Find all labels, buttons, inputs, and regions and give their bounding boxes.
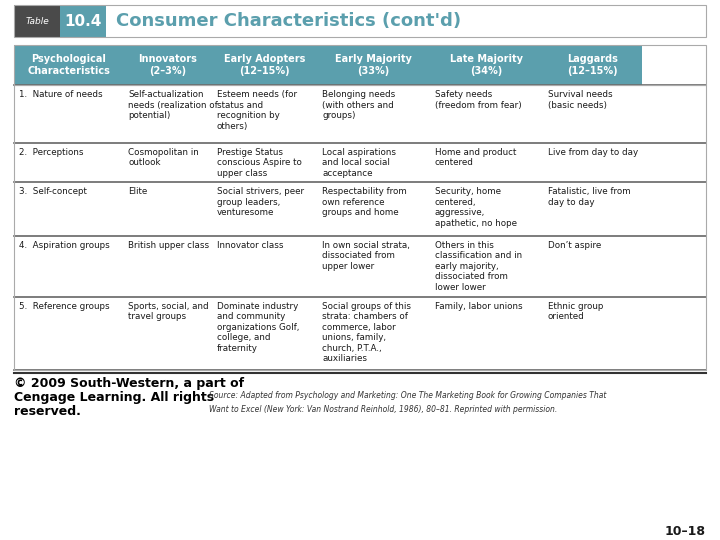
Bar	[317, 182, 430, 235]
Text: Early Majority
(33%): Early Majority (33%)	[335, 54, 412, 76]
Text: 5.  Reference groups: 5. Reference groups	[19, 302, 109, 310]
Bar	[123, 143, 212, 182]
Text: Consumer Characteristics (cont'd): Consumer Characteristics (cont'd)	[116, 12, 461, 30]
Bar	[123, 85, 212, 143]
Text: Survival needs
(basic needs): Survival needs (basic needs)	[548, 90, 612, 110]
Text: Self-actualization
needs (realization of
potential): Self-actualization needs (realization of…	[128, 90, 218, 120]
Text: Family, labor unions: Family, labor unions	[435, 302, 523, 310]
Bar	[212, 143, 317, 182]
Bar	[14, 235, 123, 296]
Text: In own social strata,
dissociated from
upper lower: In own social strata, dissociated from u…	[322, 241, 410, 271]
Text: Don’t aspire: Don’t aspire	[548, 241, 601, 249]
Text: Table: Table	[25, 17, 49, 25]
Text: Esteem needs (for
status and
recognition by
others): Esteem needs (for status and recognition…	[217, 90, 297, 131]
Bar	[123, 296, 212, 369]
Bar	[543, 235, 642, 296]
Bar	[123, 45, 212, 85]
Bar	[543, 85, 642, 143]
Bar	[317, 45, 430, 85]
Bar	[430, 296, 543, 369]
Text: Innovators
(2–3%): Innovators (2–3%)	[138, 54, 197, 76]
Text: 4.  Aspiration groups: 4. Aspiration groups	[19, 241, 109, 249]
Text: 2.  Perceptions: 2. Perceptions	[19, 148, 84, 157]
Text: Sports, social, and
travel groups: Sports, social, and travel groups	[128, 302, 209, 321]
Text: British upper class: British upper class	[128, 241, 210, 249]
Bar	[14, 182, 123, 235]
Bar	[317, 85, 430, 143]
Bar	[212, 85, 317, 143]
Text: Ethnic group
oriented: Ethnic group oriented	[548, 302, 603, 321]
Bar	[543, 45, 642, 85]
Text: © 2009 South-Western, a part of: © 2009 South-Western, a part of	[14, 376, 244, 389]
Text: Safety needs
(freedom from fear): Safety needs (freedom from fear)	[435, 90, 522, 110]
Text: Elite: Elite	[128, 187, 148, 196]
Bar	[14, 5, 706, 37]
Bar	[430, 182, 543, 235]
Bar	[14, 85, 123, 143]
Text: Late Majority
(34%): Late Majority (34%)	[450, 54, 523, 76]
Text: Cosmopolitan in
outlook: Cosmopolitan in outlook	[128, 148, 199, 167]
Bar	[14, 296, 123, 369]
Text: Local aspirations
and local social
acceptance: Local aspirations and local social accep…	[322, 148, 396, 178]
Bar	[212, 45, 317, 85]
Bar	[212, 296, 317, 369]
Text: Others in this
classification and in
early majority,
dissociated from
lower lowe: Others in this classification and in ear…	[435, 241, 522, 292]
Text: Psychological
Characteristics: Psychological Characteristics	[27, 54, 110, 76]
Bar	[14, 5, 60, 37]
Text: 1.  Nature of needs: 1. Nature of needs	[19, 90, 103, 99]
Text: Live from day to day: Live from day to day	[548, 148, 638, 157]
Bar	[430, 85, 543, 143]
Text: Respectability from
own reference
groups and home: Respectability from own reference groups…	[322, 187, 407, 217]
Bar	[14, 143, 123, 182]
Text: Security, home
centered,
aggressive,
apathetic, no hope: Security, home centered, aggressive, apa…	[435, 187, 517, 228]
Text: 10.4: 10.4	[64, 14, 102, 29]
Text: Belonging needs
(with others and
groups): Belonging needs (with others and groups)	[322, 90, 395, 120]
Bar	[123, 182, 212, 235]
Bar	[430, 45, 543, 85]
Bar	[60, 5, 106, 37]
Bar	[543, 143, 642, 182]
Text: Cengage Learning. All rights: Cengage Learning. All rights	[14, 390, 214, 403]
Bar	[123, 235, 212, 296]
Text: 3.  Self-concept: 3. Self-concept	[19, 187, 87, 196]
Text: Dominate industry
and community
organizations Golf,
college, and
fraternity: Dominate industry and community organiza…	[217, 302, 300, 353]
Bar	[212, 182, 317, 235]
Text: reserved.: reserved.	[14, 404, 81, 417]
Text: 10–18: 10–18	[665, 525, 706, 538]
Text: Laggards
(12–15%): Laggards (12–15%)	[567, 54, 618, 76]
Text: Fatalistic, live from
day to day: Fatalistic, live from day to day	[548, 187, 630, 207]
Text: Early Adopters
(12–15%): Early Adopters (12–15%)	[224, 54, 305, 76]
Text: Want to Excel (New York: Van Nostrand Reinhold, 1986), 80–81. Reprinted with per: Want to Excel (New York: Van Nostrand Re…	[209, 404, 557, 414]
Text: Social strivers, peer
group leaders,
venturesome: Social strivers, peer group leaders, ven…	[217, 187, 304, 217]
Bar	[317, 143, 430, 182]
Bar	[430, 143, 543, 182]
Bar	[317, 296, 430, 369]
Bar	[543, 182, 642, 235]
Text: Innovator class: Innovator class	[217, 241, 284, 249]
Bar	[14, 45, 123, 85]
Bar	[543, 296, 642, 369]
Text: Social groups of this
strata: chambers of
commerce, labor
unions, family,
church: Social groups of this strata: chambers o…	[322, 302, 411, 363]
Text: Home and product
centered: Home and product centered	[435, 148, 516, 167]
Text: Source: Adapted from Psychology and Marketing: One The Marketing Book for Growin: Source: Adapted from Psychology and Mark…	[209, 390, 606, 400]
Bar	[14, 85, 706, 369]
Bar	[212, 235, 317, 296]
Text: Prestige Status
conscious Aspire to
upper class: Prestige Status conscious Aspire to uppe…	[217, 148, 302, 178]
Bar	[14, 45, 706, 85]
Bar	[317, 235, 430, 296]
Bar	[430, 235, 543, 296]
